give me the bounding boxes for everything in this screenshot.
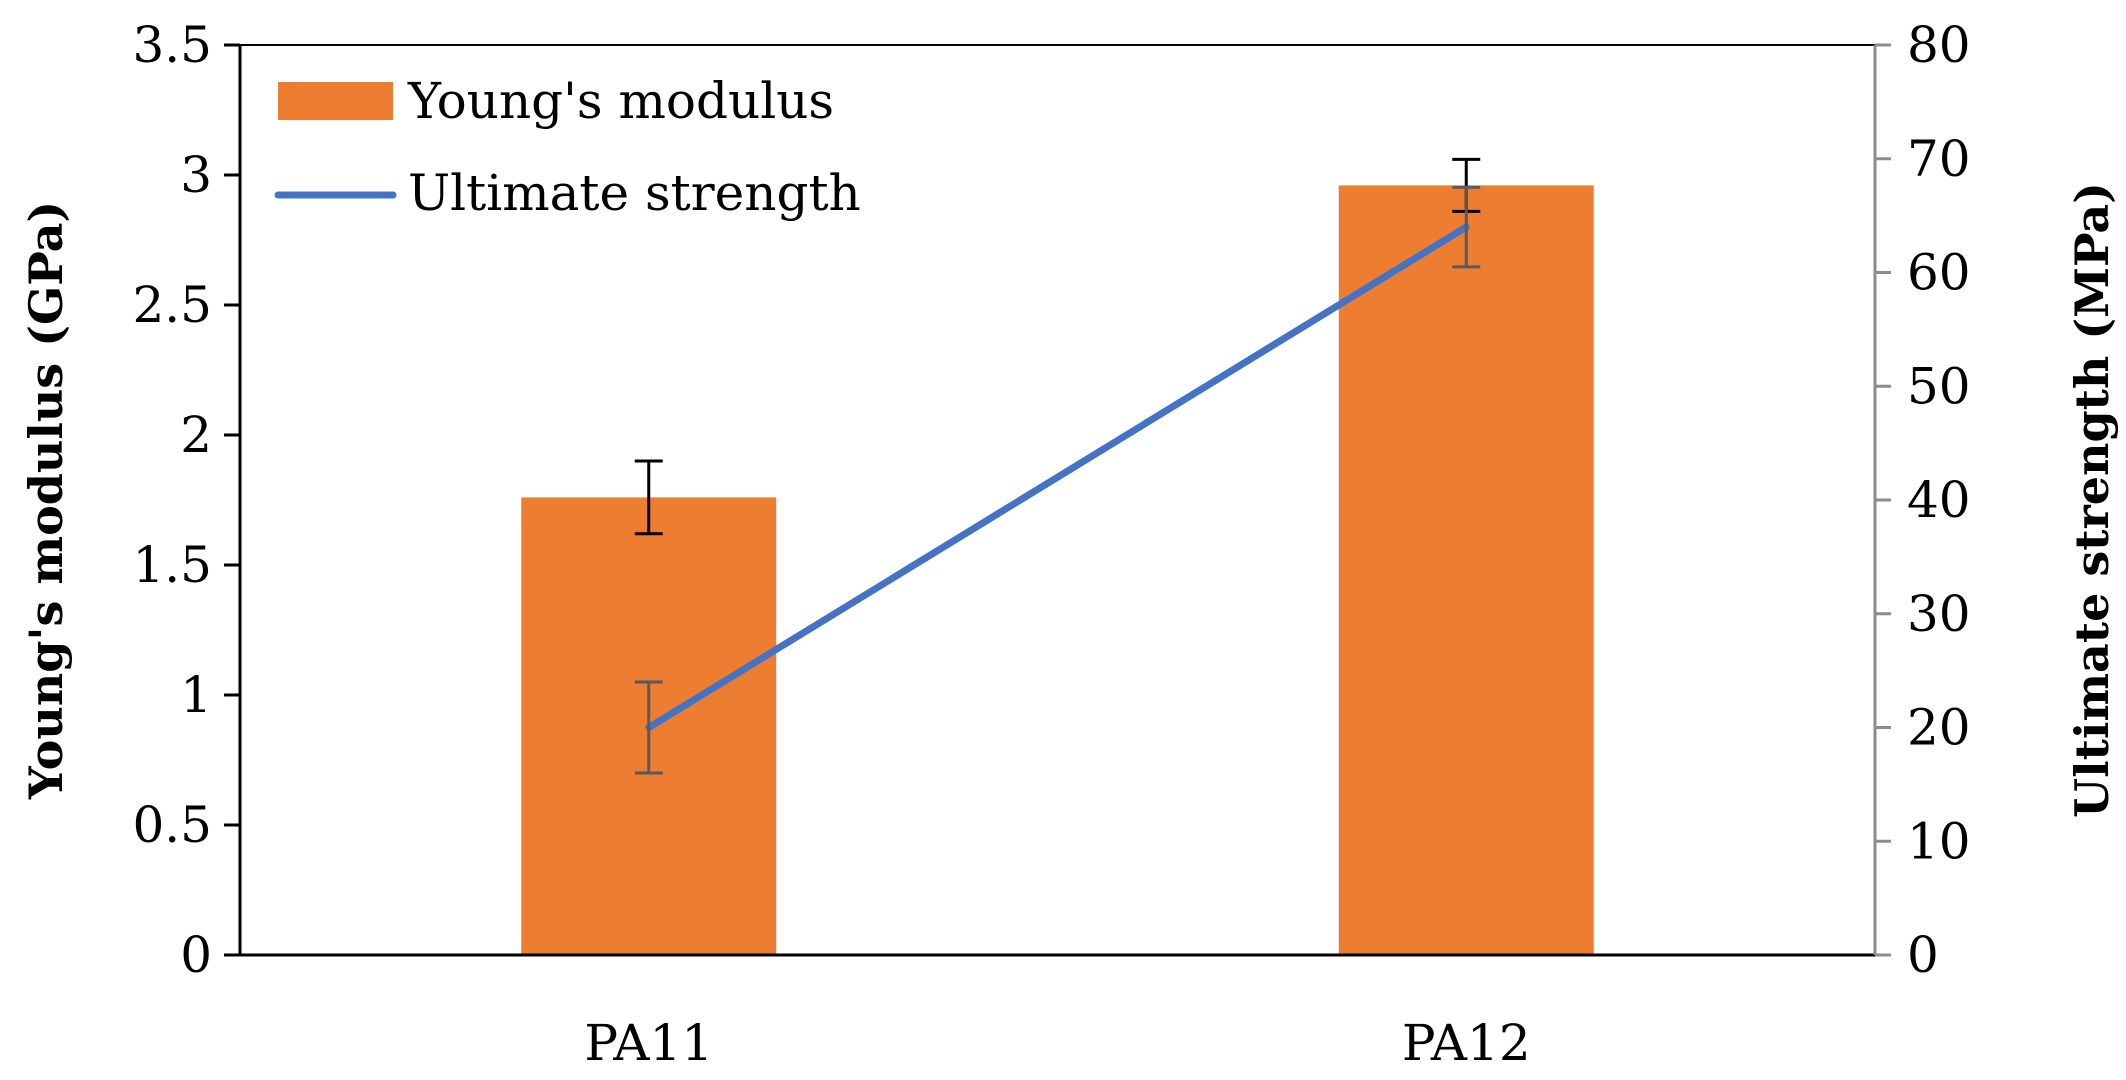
y2-tick-label: 30 xyxy=(1907,585,1971,643)
axis-titles-group: Young's modulus (GPa) Ultimate strength (… xyxy=(19,182,2119,818)
legend-label-youngs-modulus: Young's modulus xyxy=(407,72,834,130)
y2-tick-label: 20 xyxy=(1907,699,1971,757)
y-tick-label: 1 xyxy=(180,666,212,724)
y-tick-label: 3.5 xyxy=(132,16,212,74)
y2-tick-label: 70 xyxy=(1907,130,1971,188)
y2-tick-label: 60 xyxy=(1907,244,1971,302)
y-tick-label: 2.5 xyxy=(132,276,212,334)
x-category-label: PA12 xyxy=(1402,1014,1531,1072)
series-line-ultimate-strength xyxy=(645,223,1470,731)
category-labels-group: PA11 PA12 xyxy=(584,1014,1530,1072)
legend-label-ultimate-strength: Ultimate strength xyxy=(408,164,861,222)
y2-tick-label: 10 xyxy=(1907,812,1971,870)
x-category-label: PA11 xyxy=(584,1014,713,1072)
y-tick-label: 3 xyxy=(180,146,212,204)
bar-series-group xyxy=(521,185,1594,955)
line-series-group xyxy=(645,223,1470,731)
legend: Young's modulus Ultimate strength xyxy=(274,72,861,222)
y2-tick-label: 40 xyxy=(1907,471,1971,529)
y-tick-label: 2 xyxy=(180,406,212,464)
y2-tick-label: 80 xyxy=(1907,16,1971,74)
y2-tick-label: 0 xyxy=(1907,926,1939,984)
ticks-group: 0 0.5 1 1.5 2 2.5 3 3.5 0 10 20 30 40 50 60 70 80 xyxy=(132,16,1970,984)
y2-axis-title: Ultimate strength (MPa) xyxy=(2065,182,2119,818)
y2-tick-label: 50 xyxy=(1907,357,1971,415)
line-error-bars-group xyxy=(634,185,1481,775)
y-tick-label: 1.5 xyxy=(132,536,212,594)
y-tick-label: 0.5 xyxy=(132,796,212,854)
bar-pa12 xyxy=(1338,185,1594,955)
legend-swatch-youngs-modulus xyxy=(278,82,393,120)
y-axis-title: Young's modulus (GPa) xyxy=(19,201,73,800)
y-tick-label: 0 xyxy=(180,926,212,984)
